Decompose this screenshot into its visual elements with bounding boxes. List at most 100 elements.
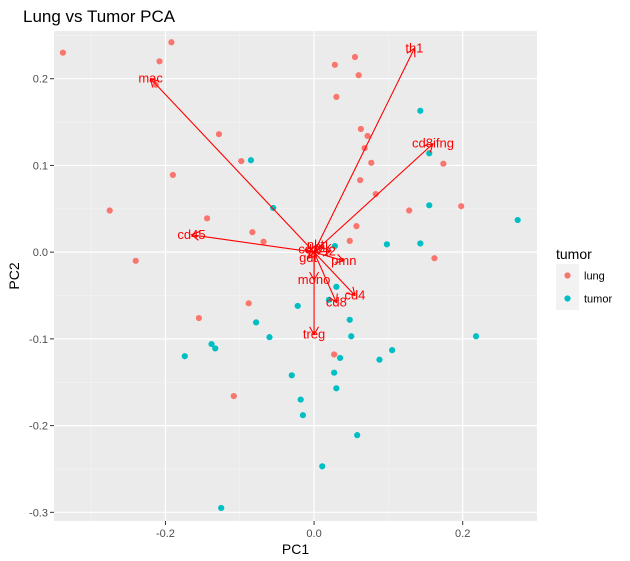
legend-dot-lung <box>564 272 571 279</box>
data-point-tumor <box>294 302 301 310</box>
loading-label-mono: mono <box>298 272 331 287</box>
legend-label-tumor: tumor <box>584 294 612 306</box>
data-point-tumor <box>247 157 255 164</box>
loading-arrowhead-th1 <box>406 47 416 58</box>
loading-arrowhead-t2 <box>322 246 332 257</box>
data-point-tumor <box>417 240 424 247</box>
grid-major <box>54 31 537 521</box>
data-point-lung <box>203 215 211 222</box>
loading-arrowhead-cd4 <box>346 286 356 297</box>
data-point-lung <box>168 39 175 46</box>
loading-arrow-th1 <box>313 48 415 253</box>
loading-label-mac: mac <box>138 71 163 86</box>
data-point-lung <box>169 171 176 179</box>
x-tick-label: 0.0 <box>306 528 321 540</box>
data-point-tumor <box>336 354 344 362</box>
chart-title: Lung vs Tumor PCA <box>23 7 176 26</box>
data-point-tumor <box>417 107 424 114</box>
data-point-lung <box>364 132 371 140</box>
y-tick-label: 0.2 <box>33 74 48 86</box>
y-tick-label: -0.2 <box>29 421 48 433</box>
data-point-lung <box>156 58 163 65</box>
loading-arrowhead-gdt <box>307 249 317 260</box>
data-point-lung <box>357 177 364 184</box>
data-point-tumor <box>333 385 340 392</box>
data-point-tumor <box>208 340 215 348</box>
legend-items: lung tumor <box>556 264 612 310</box>
data-point-tumor <box>354 432 361 439</box>
x-axis-title: PC1 <box>282 541 309 557</box>
data-point-tumor <box>333 283 340 290</box>
data-point-lung <box>346 237 353 244</box>
data-point-lung <box>406 207 413 214</box>
data-point-lung <box>351 53 359 61</box>
data-point-lung <box>215 131 223 138</box>
loading-vectors: th1maccd8ifngcd45tregcd4cd8monopmngdtcdn… <box>138 40 454 341</box>
data-point-tumor <box>181 353 188 360</box>
data-point-tumor <box>266 334 273 341</box>
loading-label-treg: treg <box>303 327 325 342</box>
legend-label-lung: lung <box>584 271 605 283</box>
y-tick-label: 0.0 <box>33 247 48 259</box>
y-axis-ticks: -0.3 -0.2 -0.1 0.0 0.1 0.2 <box>29 74 54 519</box>
data-point-lung <box>106 207 113 214</box>
data-point-tumor <box>253 319 260 326</box>
loading-label-cd4: cd4 <box>344 288 365 303</box>
loading-label-cd8ifng: cd8ifng <box>412 136 454 151</box>
data-point-lung <box>368 159 375 166</box>
legend: tumor lung tumor <box>556 246 612 310</box>
loading-label-pmn: pmn <box>331 253 356 268</box>
data-point-lung <box>431 255 438 262</box>
data-point-lung <box>249 229 256 236</box>
data-point-lung <box>195 314 202 322</box>
data-point-lung <box>333 93 340 101</box>
x-tick-label: 0.2 <box>455 528 470 540</box>
data-point-lung <box>357 125 364 133</box>
data-point-lung <box>440 160 447 167</box>
data-point-tumor <box>297 396 304 403</box>
data-point-lung <box>132 257 139 264</box>
loading-arrowhead-mono <box>309 271 320 282</box>
loading-label-t2: t2 <box>325 243 336 258</box>
loading-arrowhead-nkt <box>309 244 319 254</box>
data-point-lung <box>230 393 237 400</box>
data-point-lung <box>355 72 362 79</box>
loading-arrow-mk <box>313 246 324 253</box>
loading-arrow-cd8 <box>313 251 337 303</box>
y-axis-title: PC2 <box>6 262 22 289</box>
loading-arrow-cd8ifng <box>313 143 434 253</box>
data-point-lung <box>372 190 379 198</box>
data-point-tumor <box>383 241 390 248</box>
loading-arrowhead-cd45 <box>190 230 201 241</box>
data-point-lung <box>458 203 465 210</box>
y-tick-label: 0.1 <box>33 160 48 172</box>
data-point-tumor <box>346 316 353 323</box>
loading-label-cd45: cd45 <box>177 227 205 242</box>
data-point-lung <box>245 300 252 307</box>
data-point-lung <box>59 49 67 56</box>
loading-arrow-mac <box>150 78 315 253</box>
data-point-tumor <box>218 504 225 512</box>
loading-label-gdt: gdt <box>299 250 317 265</box>
data-point-lung <box>238 157 245 165</box>
data-point-tumor <box>472 333 480 340</box>
plot-panel <box>54 31 537 521</box>
data-point-tumor <box>212 345 219 352</box>
loading-label-cd: cd <box>298 242 312 257</box>
loading-arrow-nkt <box>313 245 317 253</box>
loading-arrow-cd45 <box>191 234 315 253</box>
data-point-lung <box>353 223 360 230</box>
data-point-tumor <box>288 372 295 379</box>
data-point-tumor <box>376 356 383 363</box>
loading-arrowhead-mac <box>149 77 160 88</box>
loading-arrow-cd4 <box>313 251 356 296</box>
loading-arrow-cd <box>305 249 315 253</box>
data-point-lung <box>331 351 338 358</box>
loading-arrowhead-cd8ifng <box>424 143 434 153</box>
data-point-tumor <box>331 242 338 250</box>
loading-label-th1: th1 <box>405 40 423 55</box>
loading-arrowhead-cd8 <box>328 293 338 304</box>
loading-arrowhead-treg <box>309 326 320 336</box>
loading-label-cd8: cd8 <box>326 294 347 309</box>
x-tick-label: -0.2 <box>156 528 175 540</box>
